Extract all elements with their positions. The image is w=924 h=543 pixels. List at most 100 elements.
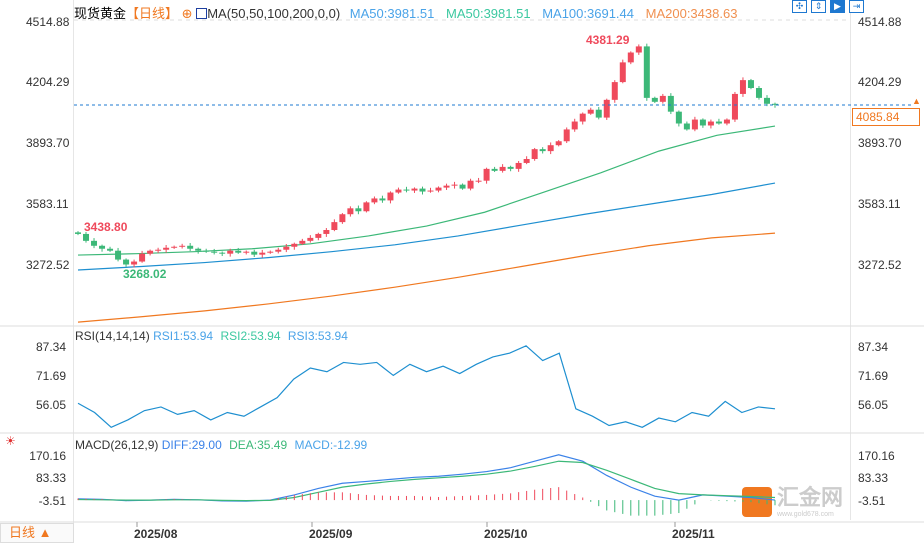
candle — [115, 250, 122, 260]
rsi-line — [77, 345, 776, 429]
candle — [627, 52, 634, 63]
rsi-tick-right: 87.34 — [858, 340, 889, 354]
candle — [699, 119, 706, 126]
candle — [563, 129, 570, 142]
candle — [595, 109, 602, 118]
logo-text: 汇金网 — [777, 485, 844, 510]
arrow-up-icon[interactable]: ▲ — [912, 96, 921, 106]
rsi-tick-left: 87.34 — [35, 340, 66, 354]
candle — [643, 46, 650, 98]
candle — [475, 180, 482, 182]
right-axis-panel — [850, 0, 924, 520]
price-tick-left: 4204.29 — [26, 75, 70, 89]
candle — [251, 251, 258, 255]
indicator-icon[interactable] — [196, 8, 208, 19]
candle — [715, 121, 722, 124]
candle — [275, 249, 282, 252]
macd-value: MACD:-12.99 — [294, 438, 368, 452]
candle — [747, 80, 754, 89]
dea-line — [77, 460, 776, 502]
candle — [395, 189, 402, 193]
candle — [291, 243, 298, 247]
candle — [139, 253, 146, 262]
candle — [259, 252, 266, 255]
candle — [83, 233, 90, 241]
diff-line — [77, 454, 776, 502]
candle — [451, 184, 458, 186]
candle — [507, 166, 514, 169]
candle — [283, 246, 290, 250]
ma100-line — [77, 182, 776, 271]
price-tick-right: 3893.70 — [858, 136, 902, 150]
candle — [91, 240, 98, 246]
price-tick-left: 3583.11 — [26, 197, 69, 211]
candle — [243, 251, 250, 253]
macd-tick-left: -3.51 — [38, 494, 66, 508]
rsi-tick-right: 71.69 — [858, 369, 889, 383]
rsi-label: RSI(14,14,14) — [75, 329, 150, 343]
price-tick-right: 4204.29 — [858, 75, 902, 89]
left-axis-panel — [0, 0, 74, 543]
macd-header: MACD(26,12,9) DIFF:29.00 DEA:35.49 MACD:… — [75, 438, 367, 452]
date-label: 2025/10 — [484, 527, 528, 541]
exit-icon[interactable]: ⇥ — [849, 0, 864, 13]
date-label: 2025/09 — [309, 527, 353, 541]
rsi-tick-left: 56.05 — [35, 398, 66, 412]
logo-icon — [742, 487, 772, 517]
candle — [675, 111, 682, 124]
crosshair-icon[interactable]: ✣ — [792, 0, 807, 13]
candle — [123, 259, 130, 265]
candle — [539, 149, 546, 152]
candle — [387, 192, 394, 201]
candle — [371, 198, 378, 203]
candle — [499, 166, 506, 171]
candle — [659, 95, 666, 102]
ma-label: MA(50,50,100,200,0,0) — [207, 6, 341, 21]
candle — [755, 88, 762, 98]
settings-icon[interactable]: ⊕ — [181, 6, 193, 21]
candle — [435, 187, 442, 191]
candle — [107, 248, 114, 251]
candle — [155, 249, 162, 251]
candle — [619, 62, 626, 83]
rsi-header: RSI(14,14,14) RSI1:53.94 RSI2:53.94 RSI3… — [75, 329, 348, 343]
macd-tick-right: 83.33 — [858, 471, 889, 485]
price-tick-right: 3272.52 — [858, 258, 902, 272]
ma200-line — [77, 232, 776, 323]
date-label: 2025/11 — [672, 527, 715, 541]
dea-value: DEA:35.49 — [229, 438, 288, 452]
candle — [467, 180, 474, 189]
candle — [219, 252, 226, 254]
low-annotation: 3268.02 — [123, 267, 167, 281]
ma100-value: MA100:3691.44 — [542, 6, 634, 21]
logo-sub: www.gold678.com — [777, 511, 834, 518]
candle — [131, 261, 138, 265]
rsi2-value: RSI2:53.94 — [220, 329, 281, 343]
period-button[interactable]: 日线 ▲ — [0, 523, 74, 543]
candle — [579, 113, 586, 122]
candle — [195, 248, 202, 251]
instrument-title: 现货黄金 — [74, 6, 127, 21]
macd-settings-icon[interactable]: ☀ — [5, 434, 16, 448]
rsi-tick-left: 71.69 — [35, 369, 66, 383]
candle — [683, 123, 690, 130]
candle — [299, 240, 306, 244]
candle — [267, 251, 274, 253]
period-label[interactable]: 【日线】 — [126, 6, 179, 21]
macd-tick-left: 83.33 — [35, 471, 66, 485]
macd-tick-left: 170.16 — [29, 449, 66, 463]
candle — [491, 168, 498, 171]
ma50-line — [77, 125, 776, 256]
candle — [99, 245, 106, 249]
fit-icon[interactable]: ⇕ — [811, 0, 826, 13]
candle — [203, 250, 210, 252]
price-tick-left: 3272.52 — [26, 258, 70, 272]
candle — [555, 141, 562, 146]
scroll-right-icon[interactable]: ▶ — [830, 0, 845, 13]
price-tick-right: 3583.11 — [858, 197, 901, 211]
candle — [187, 245, 194, 249]
candle — [459, 184, 466, 189]
candle — [179, 245, 186, 247]
candle — [339, 214, 346, 223]
candle — [363, 202, 370, 212]
